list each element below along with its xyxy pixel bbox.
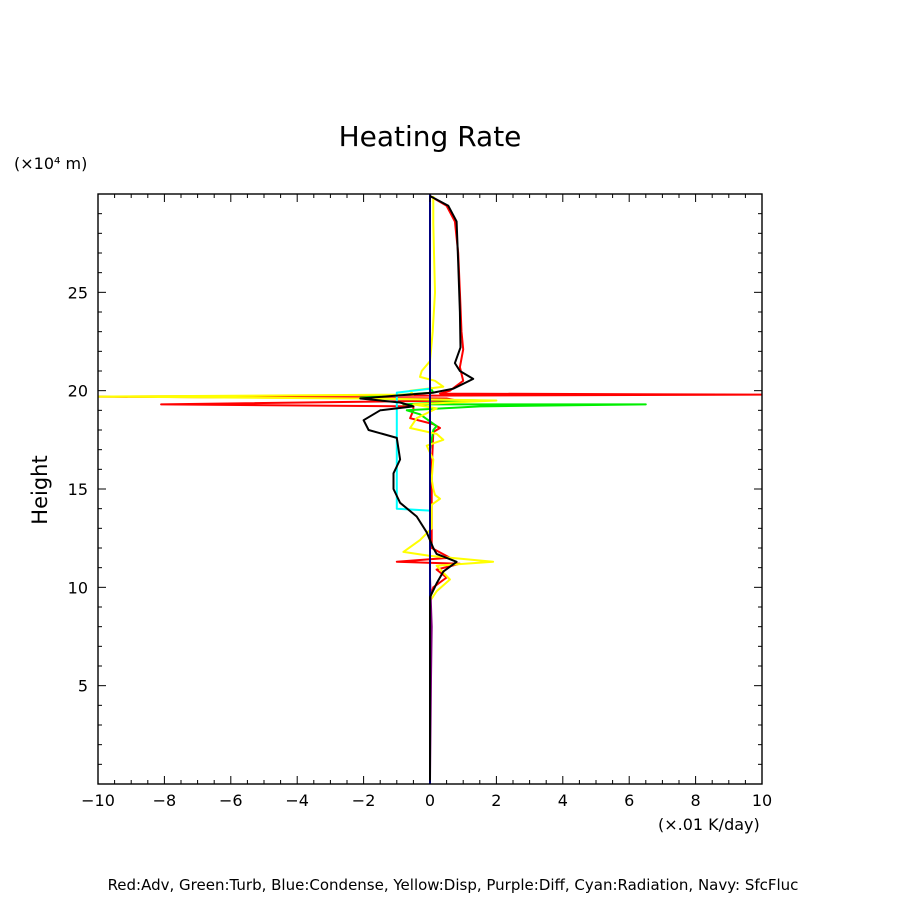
y-tick-label: 20 [68, 382, 88, 401]
y-axis-unit: (×10⁴ m) [14, 154, 88, 173]
x-tick-label: −10 [81, 791, 115, 810]
series-line-radiation [395, 387, 431, 512]
x-tick-label: −4 [285, 791, 309, 810]
x-tick-label: 4 [558, 791, 568, 810]
series-layer [98, 194, 762, 784]
x-tick-label: −2 [352, 791, 376, 810]
y-tick-label: 10 [68, 578, 88, 597]
y-tick-label: 5 [78, 677, 88, 696]
x-axis-unit: (×.01 K/day) [658, 815, 760, 834]
axis-layer: −10 −8 −6 −4 −2 0 2 4 6 8 10 5 10 15 20 25 [68, 194, 772, 810]
series-line-disp [98, 196, 498, 602]
x-tick-label: 2 [491, 791, 501, 810]
x-tick-label: −6 [219, 791, 243, 810]
x-tick-label: 8 [691, 791, 701, 810]
series-line-adv [98, 195, 762, 781]
x-tick-label: 0 [425, 791, 435, 810]
chart-title: Heating Rate [338, 120, 522, 153]
y-tick-label: 25 [68, 283, 88, 302]
series-line-total [359, 195, 475, 781]
legend-text: Red:Adv, Green:Turb, Blue:Condense, Yell… [107, 876, 799, 894]
x-tick-label: 10 [752, 791, 772, 810]
y-axis-label: Height [28, 455, 52, 525]
y-tick-label: 15 [68, 480, 88, 499]
x-tick-label: −8 [153, 791, 177, 810]
x-tick-label: 6 [624, 791, 634, 810]
